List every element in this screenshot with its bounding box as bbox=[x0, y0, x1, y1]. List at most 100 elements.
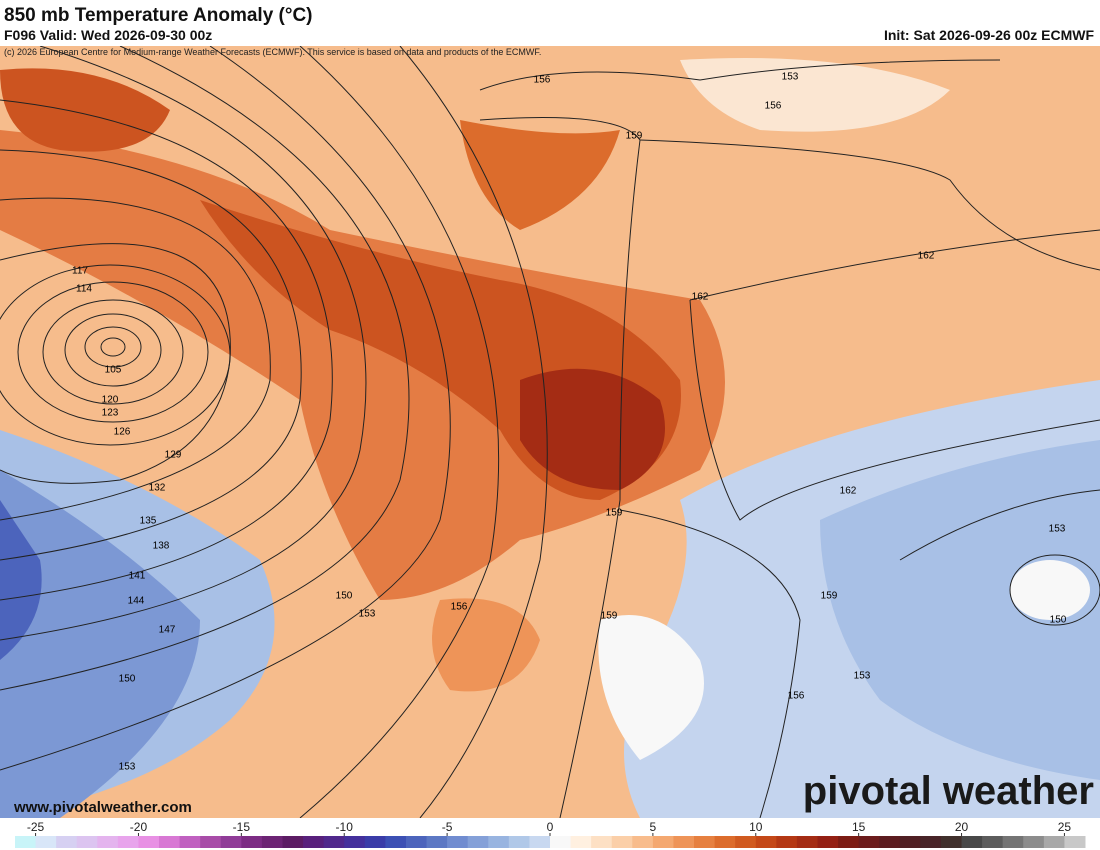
color-swatch bbox=[982, 836, 1004, 848]
init-time: Init: Sat 2026-09-26 00z ECMWF bbox=[884, 27, 1095, 43]
color-swatch bbox=[694, 836, 716, 848]
contour-label: 156 bbox=[534, 75, 551, 86]
color-swatch bbox=[838, 836, 860, 848]
tick-label: -15 bbox=[233, 820, 251, 834]
warm-anomaly bbox=[0, 130, 725, 600]
credit: (c) 2026 European Centre for Medium-rang… bbox=[4, 47, 541, 57]
color-swatch bbox=[508, 836, 530, 848]
color-swatch bbox=[97, 836, 119, 848]
color-swatch bbox=[858, 836, 880, 848]
cold-anomaly bbox=[0, 470, 200, 818]
color-swatch bbox=[303, 836, 325, 848]
color-swatch bbox=[159, 836, 181, 848]
color-swatch bbox=[323, 836, 345, 848]
color-swatch bbox=[426, 836, 448, 848]
tick-label: 0 bbox=[547, 820, 554, 834]
color-swatch bbox=[550, 836, 572, 848]
color-swatch bbox=[179, 836, 201, 848]
height-contours bbox=[0, 46, 1100, 818]
contour-label: 162 bbox=[692, 292, 709, 303]
contour-label: 126 bbox=[114, 427, 131, 438]
contour-label: 153 bbox=[854, 671, 871, 682]
contour-label: 132 bbox=[149, 483, 166, 494]
warm-anomaly bbox=[432, 598, 540, 692]
website: www.pivotalweather.com bbox=[13, 799, 192, 816]
color-swatch bbox=[735, 836, 757, 848]
color-swatch bbox=[282, 836, 304, 848]
contour-label: 150 bbox=[336, 591, 353, 602]
contour-label: 147 bbox=[159, 625, 176, 636]
color-swatch bbox=[56, 836, 78, 848]
color-swatch bbox=[138, 836, 160, 848]
color-swatch bbox=[447, 836, 469, 848]
contour-label: 153 bbox=[1049, 524, 1066, 535]
color-swatch bbox=[817, 836, 839, 848]
contour-label: 123 bbox=[102, 408, 119, 419]
warm-anomaly bbox=[460, 120, 620, 230]
color-swatch bbox=[1002, 836, 1024, 848]
color-swatch bbox=[1064, 836, 1086, 848]
contour-label: 153 bbox=[782, 72, 799, 83]
warm-anomaly bbox=[520, 368, 665, 490]
contour-label: 138 bbox=[153, 541, 170, 552]
contour-label: 117 bbox=[72, 266, 88, 277]
contour-label: 156 bbox=[765, 101, 782, 112]
logo: pivotal weather bbox=[803, 769, 1094, 813]
color-swatch bbox=[776, 836, 798, 848]
color-swatch bbox=[570, 836, 592, 848]
map: (c) 2026 European Centre for Medium-rang… bbox=[0, 46, 1100, 818]
contour-label: 114 bbox=[76, 284, 92, 295]
valid-time: F096 Valid: Wed 2026-09-30 00z bbox=[4, 27, 212, 43]
cold-anomaly bbox=[0, 500, 42, 660]
contour-label: 153 bbox=[359, 609, 376, 620]
color-swatch bbox=[961, 836, 983, 848]
color-swatch bbox=[344, 836, 366, 848]
warm-anomaly bbox=[0, 68, 170, 152]
colorbar: -25 -20 -15 -10 -5 0 5 10 15 20 25 bbox=[15, 820, 1086, 848]
color-swatch bbox=[796, 836, 818, 848]
contour-label: 135 bbox=[140, 516, 157, 527]
color-swatch bbox=[714, 836, 736, 848]
color-swatch bbox=[673, 836, 695, 848]
color-swatch bbox=[76, 836, 98, 848]
contour-label: 162 bbox=[918, 251, 935, 262]
tick-label: 10 bbox=[749, 820, 763, 834]
color-swatch bbox=[591, 836, 613, 848]
tick-label: -25 bbox=[27, 820, 45, 834]
color-swatch bbox=[488, 836, 510, 848]
contour-label: 150 bbox=[119, 674, 136, 685]
color-swatch bbox=[364, 836, 386, 848]
color-swatch bbox=[200, 836, 222, 848]
tick-label: 15 bbox=[852, 820, 866, 834]
color-swatch bbox=[1023, 836, 1045, 848]
color-swatch bbox=[405, 836, 428, 848]
contour-label: 141 bbox=[129, 571, 146, 582]
contour-label: 150 bbox=[1050, 615, 1067, 626]
contour-label: 105 bbox=[105, 365, 122, 376]
color-swatch bbox=[241, 836, 263, 848]
color-swatch bbox=[467, 836, 489, 848]
contour-label: 144 bbox=[128, 596, 145, 607]
contour-label: 159 bbox=[821, 591, 838, 602]
tick-label: -5 bbox=[442, 820, 453, 834]
color-swatch bbox=[385, 836, 407, 848]
contour-label: 156 bbox=[451, 602, 468, 613]
contour-label: 129 bbox=[165, 450, 182, 461]
color-swatch bbox=[899, 836, 921, 848]
contour-label: 159 bbox=[601, 611, 618, 622]
color-swatch bbox=[940, 836, 963, 848]
tick-label: 5 bbox=[650, 820, 657, 834]
color-swatch bbox=[611, 836, 633, 848]
tick-label: 20 bbox=[955, 820, 969, 834]
contour-label: 120 bbox=[102, 395, 119, 406]
color-swatch bbox=[652, 836, 674, 848]
contour-label: 159 bbox=[606, 508, 623, 519]
color-swatch bbox=[879, 836, 901, 848]
color-swatch bbox=[220, 836, 242, 848]
contour-label: 153 bbox=[119, 762, 136, 773]
neutral-area bbox=[598, 615, 704, 760]
color-swatch bbox=[529, 836, 551, 848]
color-swatch bbox=[35, 836, 57, 848]
color-swatch bbox=[15, 836, 37, 848]
